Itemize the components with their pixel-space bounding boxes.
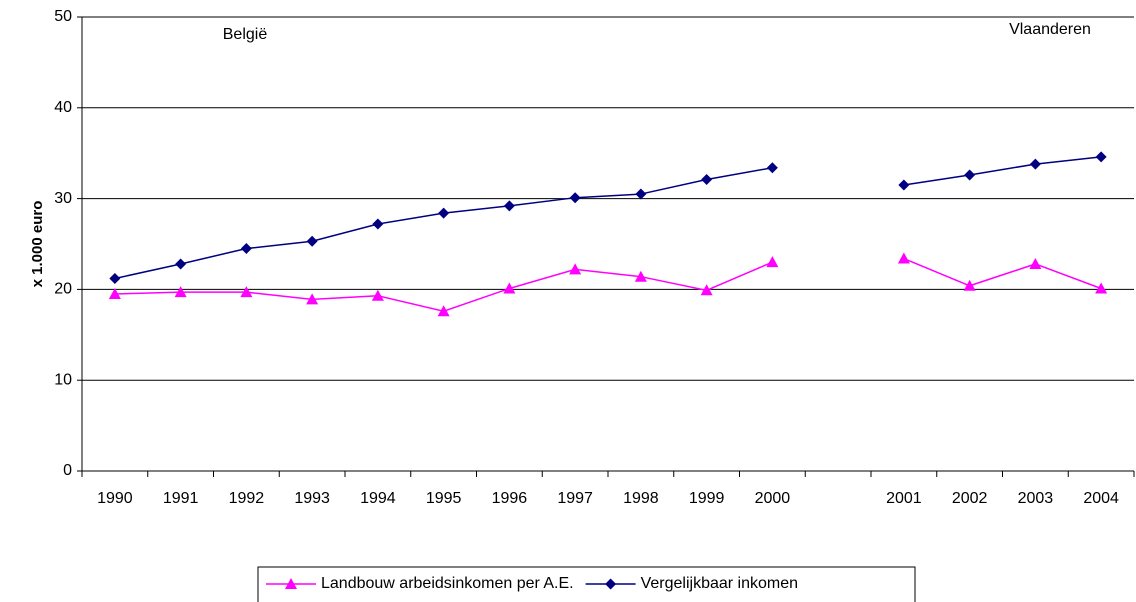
data-point <box>766 162 778 174</box>
y-tick-label: 50 <box>54 8 72 25</box>
data-point <box>569 263 582 275</box>
legend-label: Vergelijkbaar inkomen <box>641 575 798 592</box>
data-point <box>438 207 450 219</box>
data-point <box>437 305 450 317</box>
data-point <box>306 235 318 247</box>
data-point <box>109 273 121 285</box>
y-tick-label: 10 <box>54 371 72 388</box>
data-point <box>240 286 253 298</box>
y-tick-label: 40 <box>54 99 72 116</box>
data-point <box>964 169 976 181</box>
data-point <box>372 218 384 230</box>
x-tick-label: 2001 <box>886 490 922 507</box>
y-axis-label: x 1.000 euro <box>29 201 46 288</box>
x-tick-label: 2003 <box>1018 490 1054 507</box>
data-point <box>898 179 910 191</box>
y-tick-label: 30 <box>54 190 72 207</box>
data-point <box>766 256 779 268</box>
x-tick-label: 1996 <box>492 490 528 507</box>
data-point <box>1095 151 1107 163</box>
x-tick-label: 2004 <box>1083 490 1119 507</box>
x-tick-label: 2002 <box>952 490 988 507</box>
data-point <box>175 258 187 270</box>
legend-label: Landbouw arbeidsinkomen per A.E. <box>321 575 574 592</box>
y-tick-label: 20 <box>54 281 72 298</box>
x-tick-label: 1997 <box>557 490 593 507</box>
x-tick-label: 1999 <box>689 490 725 507</box>
series-line <box>114 257 1102 312</box>
data-point <box>1095 282 1108 294</box>
data-point <box>108 287 121 299</box>
x-tick-label: 1993 <box>294 490 330 507</box>
data-point <box>963 279 976 291</box>
x-tick-label: 1995 <box>426 490 462 507</box>
x-tick-label: 1990 <box>97 490 133 507</box>
data-point <box>306 293 319 305</box>
data-point <box>503 200 515 212</box>
data-point <box>503 282 516 294</box>
data-point <box>1029 257 1042 269</box>
series-line <box>114 156 1102 280</box>
legend-marker <box>285 578 297 589</box>
data-point <box>634 270 647 282</box>
x-tick-label: 1992 <box>229 490 265 507</box>
data-point <box>701 174 713 186</box>
annotation: België <box>223 26 268 43</box>
data-point <box>240 243 252 255</box>
data-point <box>371 289 384 301</box>
data-point <box>897 252 910 264</box>
data-point <box>1029 158 1041 170</box>
x-tick-label: 1994 <box>360 490 396 507</box>
annotation: Vlaanderen <box>1009 21 1091 38</box>
y-tick-label: 0 <box>63 462 72 479</box>
legend-marker <box>605 578 617 590</box>
data-point <box>635 188 647 200</box>
data-point <box>700 284 713 296</box>
x-tick-label: 1998 <box>623 490 659 507</box>
data-point <box>174 286 187 298</box>
x-tick-label: 2000 <box>755 490 791 507</box>
data-point <box>569 192 581 204</box>
x-tick-label: 1991 <box>163 490 199 507</box>
